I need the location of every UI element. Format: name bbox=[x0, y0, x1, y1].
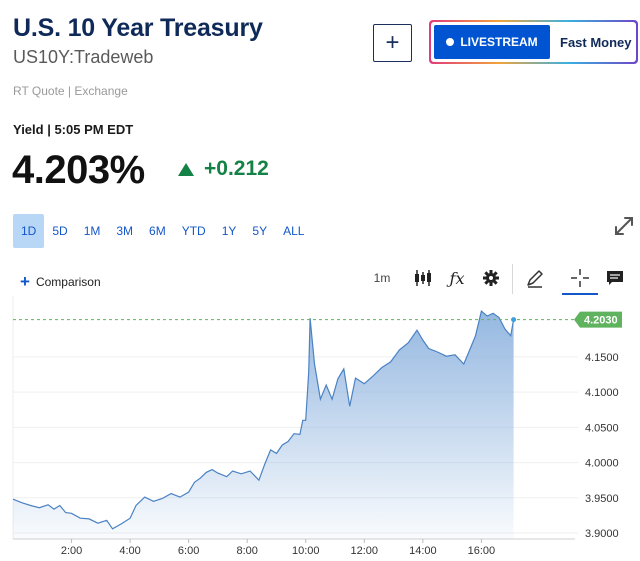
x-tick-label: 4:00 bbox=[119, 545, 140, 557]
x-tick-label: 8:00 bbox=[236, 545, 257, 557]
range-ytd[interactable]: YTD bbox=[181, 224, 206, 238]
symbol-label: US10Y:Tradeweb bbox=[13, 47, 154, 67]
y-tick-label: 3.9000 bbox=[585, 528, 619, 540]
x-tick-label: 16:00 bbox=[468, 545, 496, 557]
range-1m[interactable]: 1M bbox=[83, 224, 101, 238]
price-change: +0.212 bbox=[178, 157, 269, 181]
range-6m[interactable]: 6M bbox=[149, 224, 166, 238]
livestream-banner: LIVESTREAM Fast Money bbox=[429, 20, 638, 64]
plus-icon: + bbox=[385, 29, 400, 56]
page-title: U.S. 10 Year Treasury bbox=[13, 14, 263, 42]
y-tick-label: 4.0000 bbox=[585, 458, 619, 470]
x-tick-label: 14:00 bbox=[409, 545, 437, 557]
comment-icon[interactable] bbox=[604, 264, 626, 292]
gear-icon[interactable] bbox=[480, 264, 502, 292]
time-range-selector: 1D 5D 1M 3M 6M YTD 1Y 5Y ALL bbox=[13, 214, 312, 248]
yield-timestamp: Yield | 5:05 PM EDT bbox=[13, 122, 134, 137]
range-3m[interactable]: 3M bbox=[116, 224, 134, 238]
last-value-label: 4.2030 bbox=[584, 315, 618, 327]
range-1y[interactable]: 1Y bbox=[221, 224, 237, 238]
livestream-banner-inner: LIVESTREAM Fast Money bbox=[431, 22, 636, 62]
y-tick-label: 4.1000 bbox=[585, 387, 619, 399]
yield-line bbox=[12, 310, 515, 530]
range-all[interactable]: ALL bbox=[283, 224, 305, 238]
x-tick-label: 10:00 bbox=[292, 545, 320, 557]
range-5y[interactable]: 5Y bbox=[252, 224, 268, 238]
x-tick-label: 12:00 bbox=[351, 545, 379, 557]
fx-icon[interactable]: ƒx bbox=[449, 268, 465, 288]
comparison-label: Comparison bbox=[35, 275, 101, 289]
quote-source-label: RT Quote | Exchange bbox=[13, 84, 128, 98]
x-tick-label: 6:00 bbox=[178, 545, 199, 557]
crosshair-icon[interactable] bbox=[568, 264, 592, 292]
y-tick-label: 3.9500 bbox=[585, 493, 619, 505]
fast-money-link[interactable]: Fast Money bbox=[560, 34, 632, 50]
expand-chart-icon[interactable] bbox=[612, 214, 636, 238]
active-tool-indicator bbox=[562, 293, 598, 295]
interval-selector[interactable]: 1m bbox=[373, 271, 391, 285]
comparison-button[interactable]: + Comparison bbox=[20, 272, 101, 292]
live-dot-icon bbox=[446, 38, 455, 46]
plus-icon: + bbox=[20, 272, 30, 291]
yield-area bbox=[13, 311, 514, 539]
range-1d[interactable]: 1D bbox=[13, 214, 45, 248]
toolbar-divider bbox=[512, 264, 513, 294]
add-to-watchlist-button[interactable]: + bbox=[373, 24, 412, 62]
price-change-value: +0.212 bbox=[204, 157, 269, 180]
last-price: 4.203% bbox=[12, 148, 145, 192]
up-arrow-icon bbox=[178, 162, 194, 176]
last-value-point bbox=[511, 317, 517, 323]
last-value-tag: 4.2030 bbox=[574, 311, 622, 328]
range-5d[interactable]: 5D bbox=[52, 224, 68, 238]
livestream-button[interactable]: LIVESTREAM bbox=[434, 25, 550, 59]
yield-chart[interactable]: 4.2030 3.9000 3.9500 4.0000 4.0500 4.1000 4.1… bbox=[0, 296, 640, 561]
y-tick-label: 4.1500 bbox=[585, 352, 619, 364]
candlestick-icon[interactable] bbox=[412, 264, 434, 292]
x-tick-label: 2:00 bbox=[61, 545, 82, 557]
y-tick-label: 4.0500 bbox=[585, 422, 619, 434]
pencil-icon[interactable] bbox=[524, 264, 546, 292]
livestream-label: LIVESTREAM bbox=[460, 35, 538, 49]
